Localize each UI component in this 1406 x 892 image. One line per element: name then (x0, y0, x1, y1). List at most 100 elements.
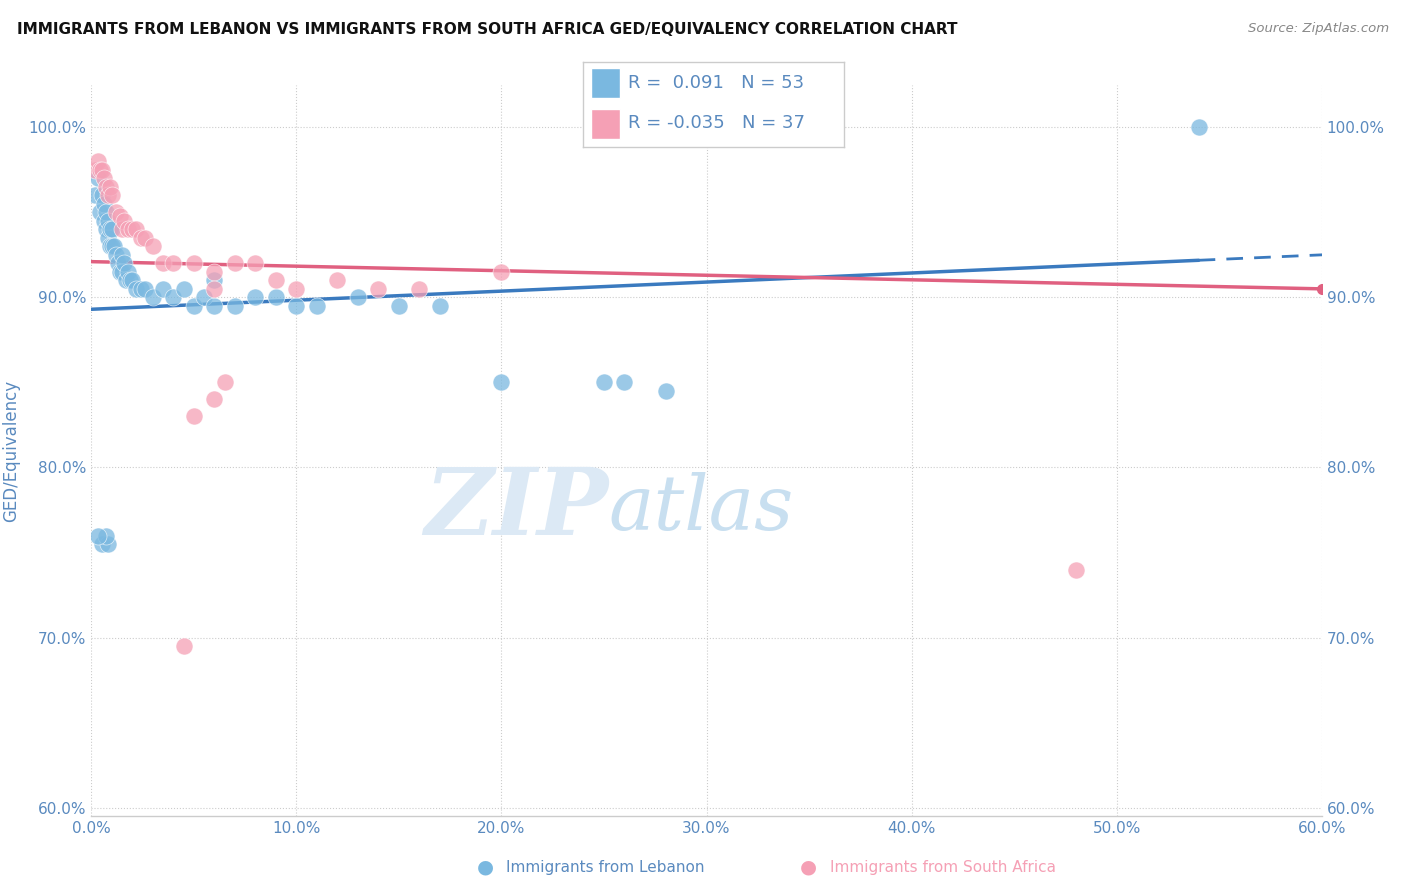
Point (152, 256, 174, 270)
Point (89, 205, 111, 219)
Point (202, 282, 225, 296)
Point (86, 171, 108, 186)
Point (125, 282, 148, 296)
Bar (592, 109, 620, 139)
Point (101, 188, 124, 202)
Point (183, 409, 205, 424)
Point (108, 209, 131, 223)
Point (105, 248, 127, 262)
Point (115, 273, 138, 287)
Point (491, 376, 513, 390)
Text: R =  0.091   N = 53: R = 0.091 N = 53 (627, 74, 804, 92)
Text: Immigrants from Lebanon: Immigrants from Lebanon (506, 860, 704, 874)
Point (111, 248, 134, 262)
Point (285, 299, 308, 313)
Point (90, 162, 112, 177)
Point (97, 231, 120, 245)
Point (117, 265, 139, 279)
Point (98, 179, 121, 194)
Point (245, 290, 267, 304)
Point (101, 239, 124, 253)
Text: Immigrants from South Africa: Immigrants from South Africa (830, 860, 1056, 874)
Text: ●: ● (800, 857, 817, 877)
Text: Source: ZipAtlas.com: Source: ZipAtlas.com (1249, 22, 1389, 36)
Point (84, 188, 107, 202)
Point (129, 282, 152, 296)
Point (202, 392, 225, 407)
Point (173, 639, 195, 653)
Point (90, 537, 112, 551)
Point (121, 273, 143, 287)
Point (97, 214, 120, 228)
Point (121, 222, 143, 236)
Point (111, 265, 134, 279)
Text: IMMIGRANTS FROM LEBANON VS IMMIGRANTS FROM SOUTH AFRICA GED/EQUIVALENCY CORRELAT: IMMIGRANTS FROM LEBANON VS IMMIGRANTS FR… (17, 22, 957, 37)
Point (94, 179, 117, 194)
Point (388, 299, 411, 313)
Point (162, 256, 184, 270)
Point (86, 154, 108, 169)
Point (613, 376, 636, 390)
Point (264, 273, 287, 287)
Point (214, 376, 236, 390)
Point (98, 222, 121, 236)
Point (94, 205, 117, 219)
Point (654, 384, 676, 398)
Point (173, 282, 195, 296)
Point (193, 290, 215, 304)
Point (1064, 562, 1087, 576)
Point (593, 376, 616, 390)
Point (202, 273, 225, 287)
Point (1187, 120, 1209, 135)
Point (90, 188, 112, 202)
Point (367, 282, 389, 296)
Point (105, 205, 127, 219)
Point (305, 299, 328, 313)
Point (120, 273, 142, 287)
Point (183, 299, 205, 313)
Point (89, 162, 111, 177)
Point (129, 231, 152, 245)
Point (162, 290, 184, 304)
Point (264, 290, 287, 304)
Text: ZIP: ZIP (423, 464, 607, 554)
Point (134, 231, 156, 245)
Text: atlas: atlas (607, 472, 793, 546)
Point (183, 256, 205, 270)
Point (117, 222, 139, 236)
Point (134, 282, 156, 296)
Point (103, 239, 125, 253)
Text: R = -0.035   N = 37: R = -0.035 N = 37 (627, 114, 804, 132)
Point (93, 214, 115, 228)
Point (112, 256, 135, 270)
Point (94, 528, 117, 542)
Point (245, 256, 267, 270)
Point (101, 222, 124, 236)
Point (84, 162, 107, 177)
Point (326, 273, 349, 287)
Point (108, 265, 131, 279)
Text: ●: ● (477, 857, 494, 877)
Point (429, 299, 451, 313)
Point (142, 239, 165, 253)
Point (93, 196, 115, 211)
Point (224, 256, 246, 270)
Point (86, 528, 108, 542)
Point (202, 265, 225, 279)
Point (202, 299, 225, 313)
Point (97, 537, 120, 551)
Point (142, 290, 165, 304)
Point (94, 222, 117, 236)
Point (285, 282, 308, 296)
Point (112, 214, 135, 228)
Point (152, 282, 174, 296)
Y-axis label: GED/Equivalency: GED/Equivalency (3, 379, 20, 522)
Point (111, 222, 134, 236)
Point (107, 256, 129, 270)
Point (93, 171, 115, 186)
Point (98, 239, 121, 253)
Point (97, 188, 120, 202)
Point (408, 282, 430, 296)
Point (347, 290, 370, 304)
Point (491, 265, 513, 279)
